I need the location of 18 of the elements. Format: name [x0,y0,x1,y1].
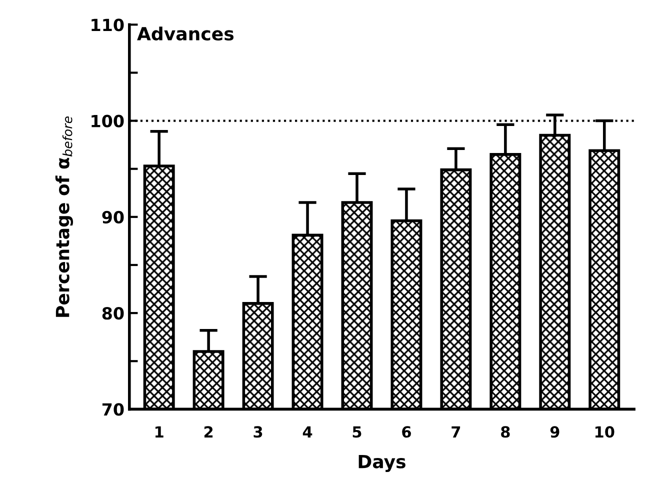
y-tick-label: 80 [102,307,124,320]
y-tick-label: 90 [102,210,124,224]
x-tick-label: 3 [254,426,262,438]
x-tick-label: 7 [452,426,460,438]
y-tick-label: 110 [92,18,124,32]
y-axis-title: Percentage of α$_{before}$ [55,116,74,317]
x-axis-title: Days [358,454,406,472]
x-tick-label: 2 [204,426,213,438]
chart-title: Advances [137,26,234,41]
y-tick-label: 70 [102,403,124,416]
y-tick-label: 100 [92,114,124,128]
x-tick-label: 10 [595,426,614,438]
x-tick-label: 9 [550,426,560,438]
x-tick-label: 1 [155,426,164,438]
x-tick-label: 4 [302,426,312,438]
x-tick-label: 8 [501,426,510,438]
x-tick-label: 6 [402,426,411,438]
x-tick-label: 5 [352,426,362,438]
